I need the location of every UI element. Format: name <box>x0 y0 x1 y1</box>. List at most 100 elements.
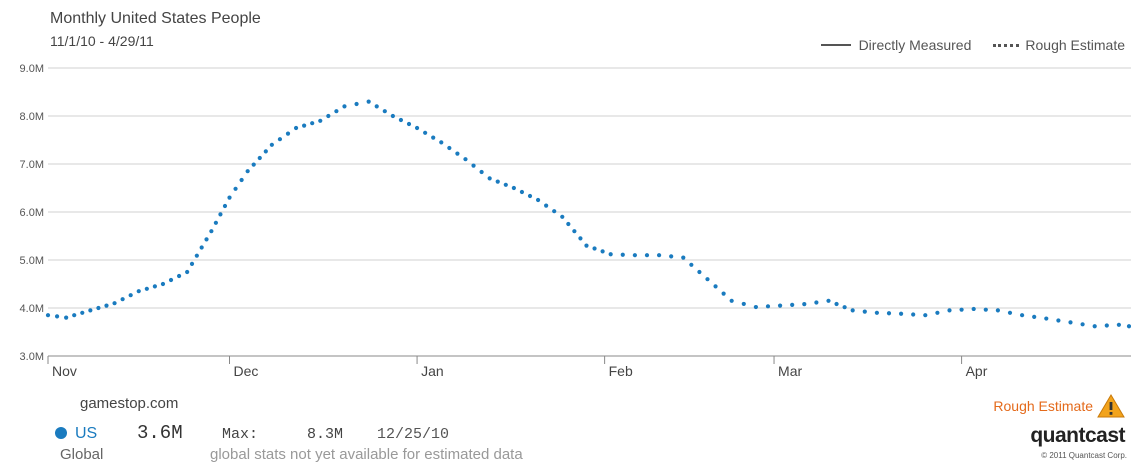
data-point <box>1032 314 1037 319</box>
x-tick-label: Feb <box>609 363 633 379</box>
data-point <box>608 252 613 257</box>
solid-line-icon <box>820 44 851 46</box>
data-point <box>802 302 807 307</box>
global-note: global stats not yet available for estim… <box>210 446 523 463</box>
data-point <box>431 135 436 140</box>
data-point <box>185 269 190 275</box>
data-point <box>374 104 379 109</box>
y-tick-label: 4.0M <box>20 303 44 315</box>
line-chart: 3.0M 4.0M 5.0M 6.0M 7.0M 8.0M 9.0M Nov Dec Jan Fe… <box>20 63 1131 379</box>
data-point <box>160 281 166 287</box>
global-label: Global <box>60 446 104 463</box>
data-point <box>310 121 315 126</box>
data-point <box>923 313 928 318</box>
data-point <box>552 209 557 214</box>
data-point <box>753 304 758 310</box>
data-point <box>354 101 359 107</box>
max-value: 8.3M <box>307 426 344 443</box>
data-point <box>269 142 274 147</box>
data-point <box>257 155 262 161</box>
data-point <box>911 312 916 317</box>
data-point <box>1056 318 1061 323</box>
data-point <box>983 307 988 312</box>
us-series-dot-icon <box>55 427 67 439</box>
us-value: 3.6M <box>137 422 183 444</box>
data-point <box>560 214 565 219</box>
y-axis-ticks: 3.0M 4.0M 5.0M 6.0M 7.0M 8.0M 9.0M <box>20 63 44 363</box>
y-tick-label: 3.0M <box>20 351 44 363</box>
data-point <box>233 186 238 191</box>
chart-title: Monthly United States People <box>50 10 261 27</box>
data-point <box>713 284 718 289</box>
site-name: gamestop.com <box>80 395 179 412</box>
data-point <box>834 301 839 307</box>
data-point <box>213 220 218 225</box>
data-point <box>406 121 412 127</box>
data-point <box>423 130 428 135</box>
data-point <box>1068 320 1073 325</box>
data-point <box>366 99 371 104</box>
data-point <box>285 131 291 136</box>
data-point <box>1126 324 1131 329</box>
data-point <box>277 137 283 142</box>
chart-grid <box>48 67 1131 357</box>
data-point <box>227 195 232 200</box>
date-range: 11/1/10 - 4/29/11 <box>50 33 154 49</box>
data-point <box>218 212 223 217</box>
data-point <box>326 113 331 119</box>
x-tick-label: Nov <box>52 363 77 379</box>
data-point <box>463 157 468 162</box>
data-point <box>342 104 347 109</box>
data-point <box>479 169 484 175</box>
quantcast-logo[interactable]: quantcast <box>1030 424 1125 447</box>
data-point <box>80 310 85 315</box>
data-point <box>72 313 77 318</box>
data-point <box>600 249 605 254</box>
data-point <box>656 253 662 258</box>
max-date: 12/25/10 <box>377 426 450 443</box>
data-point <box>398 117 404 123</box>
x-tick-label: Jan <box>421 363 444 379</box>
data-point <box>390 113 395 119</box>
data-point <box>471 163 476 168</box>
data-point <box>721 291 726 296</box>
data-point <box>152 284 157 289</box>
data-point <box>842 305 847 310</box>
data-point <box>741 301 746 307</box>
data-point <box>519 189 525 195</box>
data-point <box>689 262 694 267</box>
data-point <box>112 301 117 306</box>
warning-triangle-icon[interactable] <box>1097 394 1125 418</box>
data-point <box>1044 316 1049 321</box>
data-point <box>136 289 141 294</box>
data-point <box>382 109 387 114</box>
data-point <box>862 309 867 314</box>
data-point <box>495 179 500 184</box>
data-point <box>1019 313 1025 318</box>
y-tick-label: 6.0M <box>20 207 44 219</box>
us-stats-row: US 3.6M Max: 8.3M 12/25/10 <box>55 422 449 444</box>
y-tick-label: 7.0M <box>20 159 44 171</box>
data-point <box>176 273 182 279</box>
data-point <box>814 300 819 305</box>
data-point <box>334 109 339 114</box>
data-point <box>1104 323 1109 328</box>
data-point <box>898 311 904 316</box>
data-point <box>1007 310 1013 315</box>
x-tick-label: Apr <box>966 363 988 379</box>
y-tick-label: 9.0M <box>20 63 44 75</box>
data-point <box>527 193 533 199</box>
series-rough-estimate <box>45 99 1131 329</box>
legend: Directly Measured Rough Estimate <box>799 37 1125 53</box>
legend-label-directly-measured: Directly Measured <box>858 37 972 53</box>
data-point <box>765 304 771 309</box>
x-tick-label: Dec <box>234 363 259 379</box>
rough-estimate-link[interactable]: Rough Estimate <box>993 398 1093 414</box>
data-point <box>777 303 783 308</box>
data-point <box>790 302 795 307</box>
data-point <box>511 185 516 191</box>
data-point <box>204 237 209 242</box>
data-point <box>222 203 228 209</box>
data-point <box>620 252 625 257</box>
data-point <box>414 125 420 131</box>
